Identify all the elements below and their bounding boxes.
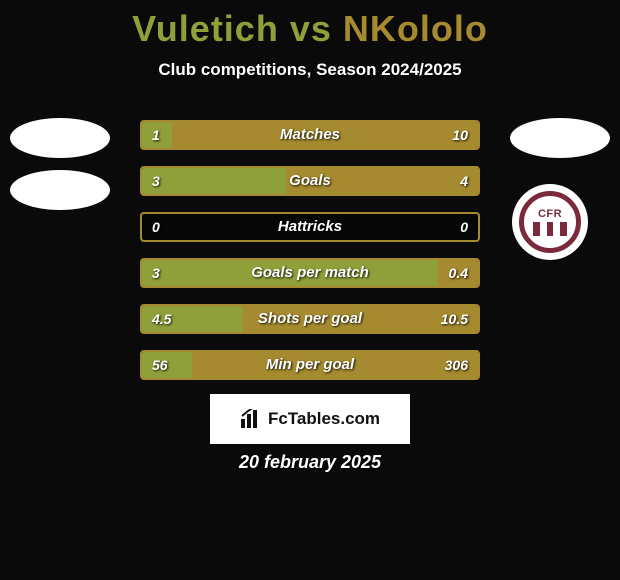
stat-bar: 4.5Shots per goal10.5 — [140, 304, 480, 334]
player2-avatar-placeholder — [510, 118, 610, 158]
club-badge-ring: CFR — [519, 191, 581, 253]
stat-bar: 3Goals4 — [140, 166, 480, 196]
date-text: 20 february 2025 — [0, 452, 620, 473]
stat-bar: 56Min per goal306 — [140, 350, 480, 380]
logo-text: FcTables.com — [268, 409, 380, 429]
player2-name: NKololo — [343, 8, 488, 49]
player1-avatar-placeholder — [10, 118, 110, 158]
player1-club-placeholder — [10, 170, 110, 210]
club-badge-text: CFR — [538, 208, 562, 220]
stat-bar: 0Hattricks0 — [140, 212, 480, 242]
stat-label: Goals per match — [142, 260, 478, 286]
stat-label: Matches — [142, 122, 478, 148]
stat-value-right: 0 — [460, 214, 468, 240]
stat-label: Goals — [142, 168, 478, 194]
player1-name: Vuletich — [132, 8, 279, 49]
club-badge-stripes — [533, 222, 567, 236]
stats-area: 1Matches10 3Goals4 0Hattricks0 3Goals per m… — [140, 120, 480, 396]
chart-icon — [240, 409, 262, 429]
fctables-logo[interactable]: FcTables.com — [210, 394, 410, 444]
stat-label: Hattricks — [142, 214, 478, 240]
stat-value-right: 4 — [460, 168, 468, 194]
stat-value-right: 10.5 — [441, 306, 468, 332]
stat-value-right: 306 — [445, 352, 468, 378]
stat-label: Min per goal — [142, 352, 478, 378]
stat-bar: 3Goals per match0.4 — [140, 258, 480, 288]
vs-text: vs — [279, 8, 343, 49]
stat-value-right: 0.4 — [449, 260, 468, 286]
stat-bar: 1Matches10 — [140, 120, 480, 150]
stat-label: Shots per goal — [142, 306, 478, 332]
comparison-title: Vuletich vs NKololo — [0, 0, 620, 50]
stat-value-right: 10 — [452, 122, 468, 148]
subtitle: Club competitions, Season 2024/2025 — [0, 60, 620, 80]
player2-club-badge: CFR — [512, 184, 588, 260]
